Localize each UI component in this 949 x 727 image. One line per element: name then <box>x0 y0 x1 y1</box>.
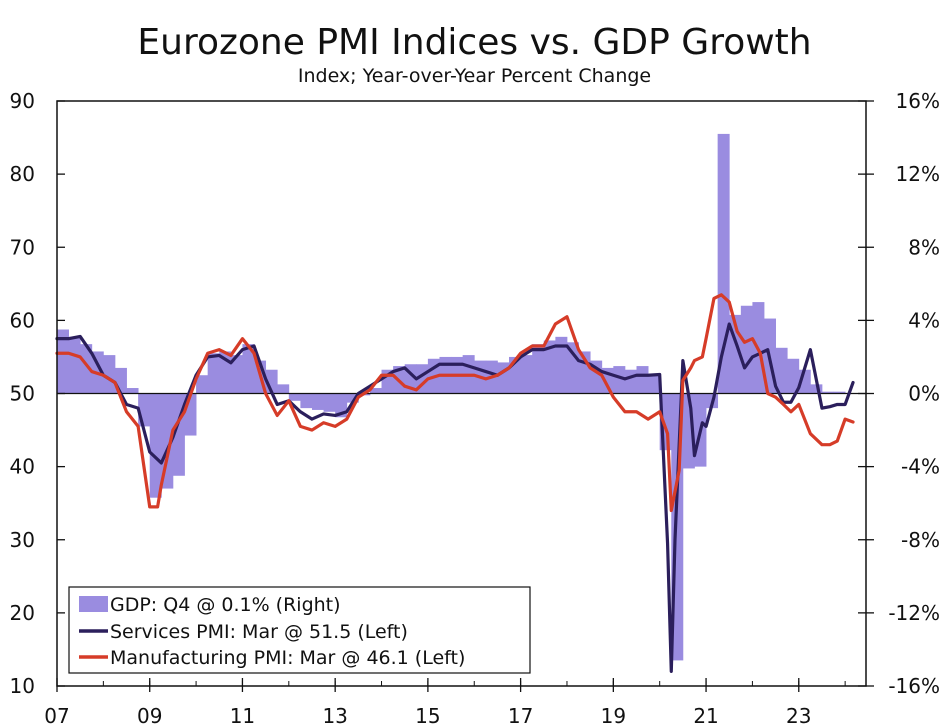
gdp-bars <box>57 133 846 661</box>
gdp-bar <box>532 344 545 394</box>
gdp-bar <box>659 393 672 451</box>
gdp-bar <box>671 393 684 661</box>
x-tick-label: 21 <box>693 704 718 727</box>
gdp-bar <box>717 133 730 394</box>
gdp-bar <box>172 393 185 476</box>
gdp-bar <box>648 375 661 394</box>
x-tick-label: 09 <box>137 704 162 727</box>
gdp-bar <box>566 342 579 394</box>
gdp-bar <box>335 393 348 418</box>
x-tick-label: 19 <box>601 704 626 727</box>
gdp-bar <box>323 393 336 412</box>
gdp-bar <box>288 393 301 401</box>
right-tick-label: -16% <box>888 674 940 698</box>
gdp-bar <box>520 355 533 394</box>
gdp-bar <box>184 393 197 436</box>
gdp-bar <box>729 314 742 394</box>
gdp-bar <box>787 358 800 394</box>
gdp-bar <box>311 393 324 410</box>
gdp-bar <box>833 391 846 394</box>
gdp-bar <box>404 364 417 394</box>
gdp-bar <box>114 367 127 394</box>
gdp-bar <box>416 364 429 394</box>
left-tick-label: 20 <box>10 601 35 625</box>
gdp-bar <box>103 355 116 394</box>
gdp-bar <box>810 384 823 394</box>
left-axis: 10 20 30 40 50 60 70 80 90 <box>10 89 65 698</box>
right-tick-label: -12% <box>888 601 940 625</box>
x-tick-label: 11 <box>230 704 255 727</box>
pmi-lines <box>55 293 855 673</box>
gdp-bar <box>68 336 81 394</box>
gdp-bar <box>57 329 69 394</box>
right-tick-label: 16% <box>896 89 940 113</box>
gdp-bar <box>265 369 278 394</box>
gdp-bar <box>601 367 614 394</box>
gdp-bar <box>775 347 788 394</box>
chart-title: Eurozone PMI Indices vs. GDP Growth <box>137 22 812 63</box>
gdp-bar <box>242 344 255 394</box>
gdp-bar <box>300 393 313 409</box>
gdp-bar <box>590 360 603 394</box>
gdp-bar <box>126 388 139 394</box>
left-tick-label: 30 <box>10 528 35 552</box>
gdp-bar <box>277 384 290 394</box>
legend-box <box>68 586 531 674</box>
x-tick-label: 23 <box>786 704 811 727</box>
left-tick-label: 10 <box>10 674 35 698</box>
x-tick-label: 15 <box>415 704 440 727</box>
left-tick-label: 60 <box>10 308 35 332</box>
right-axis: -16% -12% -8% -4% 0% 4% 8% 12% 16% <box>858 89 940 698</box>
x-tick-label: 13 <box>322 704 347 727</box>
gdp-bar <box>80 344 93 394</box>
left-tick-label: 80 <box>10 162 35 186</box>
left-tick-label: 90 <box>10 89 35 113</box>
manufacturing-line <box>55 293 855 513</box>
left-tick-label: 70 <box>10 235 35 259</box>
gdp-bar <box>149 393 162 498</box>
left-tick-label: 50 <box>10 382 35 406</box>
chart-subtitle: Index; Year-over-Year Percent Change <box>297 65 652 87</box>
left-tick-label: 40 <box>10 455 35 479</box>
x-tick-label: 17 <box>508 704 533 727</box>
gdp-bar <box>219 351 232 394</box>
gdp-bar <box>196 375 209 394</box>
gdp-bar <box>555 336 568 394</box>
gdp-bar <box>381 369 394 394</box>
legend: GDP: Q4 @ 0.1% (Right) Services PMI: Mar… <box>68 586 531 674</box>
legend-label-manufacturing: Manufacturing PMI: Mar @ 46.1 (Left) <box>110 647 465 669</box>
gdp-bar <box>578 351 591 394</box>
gdp-bar <box>798 369 811 394</box>
gdp-bar <box>346 393 359 403</box>
gdp-bar <box>207 353 220 394</box>
gdp-bar <box>740 305 753 394</box>
gdp-bar <box>497 362 510 394</box>
right-tick-label: 12% <box>896 162 940 186</box>
gdp-bar <box>543 340 556 394</box>
right-tick-label: 0% <box>908 382 940 406</box>
gdp-bar <box>821 391 834 394</box>
right-tick-label: -8% <box>901 528 940 552</box>
legend-label-services: Services PMI: Mar @ 51.5 (Left) <box>110 621 408 643</box>
right-tick-label: 8% <box>908 235 940 259</box>
legend-label-gdp: GDP: Q4 @ 0.1% (Right) <box>110 594 341 616</box>
legend-swatch-gdp <box>79 596 108 612</box>
gdp-bar <box>230 355 243 394</box>
gdp-bar <box>624 369 637 394</box>
gdp-bar <box>509 356 522 394</box>
right-tick-label: -4% <box>901 455 940 479</box>
x-axis: 07 09 11 13 15 17 19 21 23 <box>44 678 846 727</box>
x-tick-label: 07 <box>44 704 69 727</box>
right-tick-label: 4% <box>908 308 940 332</box>
gdp-bar <box>138 393 151 427</box>
gdp-bar <box>682 393 695 469</box>
gdp-bar <box>613 366 626 394</box>
gdp-bar <box>161 393 174 489</box>
gdp-bar <box>369 388 382 394</box>
gdp-bar <box>636 366 649 394</box>
